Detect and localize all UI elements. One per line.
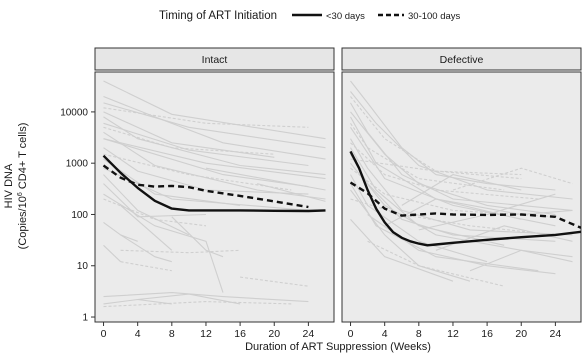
facet-strip bbox=[341, 47, 582, 71]
series-line-30-100-days bbox=[349, 181, 581, 229]
individual-trace bbox=[103, 102, 326, 149]
individual-trace bbox=[103, 183, 207, 218]
series-line-under-30-days bbox=[349, 150, 581, 247]
individual-trace bbox=[120, 249, 241, 254]
individual-trace bbox=[257, 183, 326, 202]
individual-trace bbox=[384, 198, 573, 227]
x-axis-title: Duration of ART Suppression (Weeks) bbox=[245, 341, 431, 353]
plot-area bbox=[102, 80, 326, 308]
individual-trace bbox=[350, 174, 488, 263]
legend-label: <30 days bbox=[326, 11, 365, 22]
individual-trace bbox=[171, 216, 224, 258]
individual-trace bbox=[103, 138, 309, 188]
plot-background bbox=[94, 71, 335, 323]
individual-trace bbox=[350, 116, 522, 220]
y-axis-title-line2: (Copies/106 CD4+ T cells) bbox=[17, 123, 29, 250]
individual-trace bbox=[350, 167, 556, 218]
individual-trace bbox=[350, 162, 573, 258]
individual-trace bbox=[350, 158, 522, 176]
y-tick-label: 1 bbox=[82, 313, 88, 324]
x-tick-label: 4 bbox=[135, 328, 141, 340]
legend-title: Timing of ART Initiation bbox=[159, 10, 277, 22]
x-tick-label: 16 bbox=[234, 328, 246, 340]
individual-trace bbox=[103, 198, 207, 227]
individual-trace bbox=[350, 219, 454, 282]
y-tick-label: 10 bbox=[77, 261, 89, 272]
y-axis-title-superscript: 6 bbox=[17, 192, 24, 196]
x-tick-label: 0 bbox=[348, 328, 354, 340]
y-tick-label: 1000 bbox=[66, 159, 89, 170]
y-axis: 1 10 100 1000 10000 bbox=[60, 107, 95, 324]
x-tick-label: 16 bbox=[481, 328, 493, 340]
individual-trace bbox=[103, 153, 292, 191]
individual-trace bbox=[120, 204, 173, 251]
individual-trace bbox=[350, 138, 573, 236]
individual-trace bbox=[350, 142, 539, 200]
individual-trace bbox=[120, 261, 172, 272]
x-tick-label: 20 bbox=[515, 328, 527, 340]
y-tick-label: 10000 bbox=[60, 107, 88, 118]
individual-trace bbox=[418, 193, 556, 231]
individual-trace bbox=[103, 126, 275, 155]
legend-label: 30-100 days bbox=[408, 11, 461, 22]
y-axis-title-line1: HIV DNA bbox=[3, 163, 15, 208]
series-line-30-100-days bbox=[102, 164, 309, 209]
x-tick-label: 8 bbox=[416, 328, 422, 340]
individual-trace bbox=[103, 80, 326, 140]
individual-trace bbox=[103, 116, 326, 176]
individual-trace bbox=[103, 292, 309, 303]
facet-panel-intact: Intact 0 4 8 12 16 20 24 bbox=[94, 47, 335, 340]
plot-area bbox=[349, 80, 581, 287]
individual-trace bbox=[103, 301, 292, 308]
individual-trace bbox=[103, 138, 326, 180]
individual-trace bbox=[401, 174, 522, 206]
individual-trace bbox=[350, 189, 471, 282]
y-tick-label: 100 bbox=[71, 210, 88, 221]
individual-trace bbox=[103, 193, 224, 293]
facet-strip bbox=[94, 47, 335, 71]
individual-trace bbox=[469, 249, 573, 272]
x-tick-label: 0 bbox=[101, 328, 107, 340]
x-tick-label: 12 bbox=[447, 328, 459, 340]
individual-trace bbox=[120, 234, 172, 263]
individual-trace bbox=[103, 158, 241, 206]
individual-trace bbox=[350, 96, 522, 180]
individual-trace bbox=[103, 95, 326, 160]
y-axis-title-suffix: CD4+ T cells) bbox=[17, 123, 29, 193]
facet-panels: Intact 0 4 8 12 16 20 24 Defective 0 4 8 12 16 20 24 bbox=[94, 47, 582, 340]
individual-trace bbox=[350, 122, 505, 191]
facet-strip-label: Defective bbox=[440, 54, 484, 66]
individual-trace bbox=[103, 174, 190, 236]
individual-trace bbox=[103, 131, 326, 200]
individual-trace bbox=[367, 240, 505, 287]
x-tick-label: 8 bbox=[169, 328, 175, 340]
individual-trace bbox=[350, 91, 573, 200]
individual-trace bbox=[350, 111, 556, 216]
facet-panel-defective: Defective 0 4 8 12 16 20 24 bbox=[341, 47, 582, 340]
individual-trace bbox=[103, 111, 275, 158]
individual-trace bbox=[240, 276, 309, 287]
facet-strip-label: Intact bbox=[202, 54, 228, 66]
individual-trace bbox=[103, 244, 121, 263]
x-tick-label: 24 bbox=[303, 328, 315, 340]
individual-trace bbox=[452, 167, 573, 191]
x-tick-label: 24 bbox=[550, 328, 562, 340]
individual-trace bbox=[103, 122, 309, 167]
y-axis-title-prefix: (Copies/10 bbox=[17, 196, 29, 249]
individual-trace bbox=[103, 147, 309, 195]
x-tick-label: 12 bbox=[200, 328, 212, 340]
x-tick-label: 20 bbox=[268, 328, 280, 340]
individual-trace bbox=[103, 107, 309, 128]
legend: Timing of ART Initiation <30 days 30-100… bbox=[159, 10, 461, 22]
x-tick-label: 4 bbox=[382, 328, 388, 340]
